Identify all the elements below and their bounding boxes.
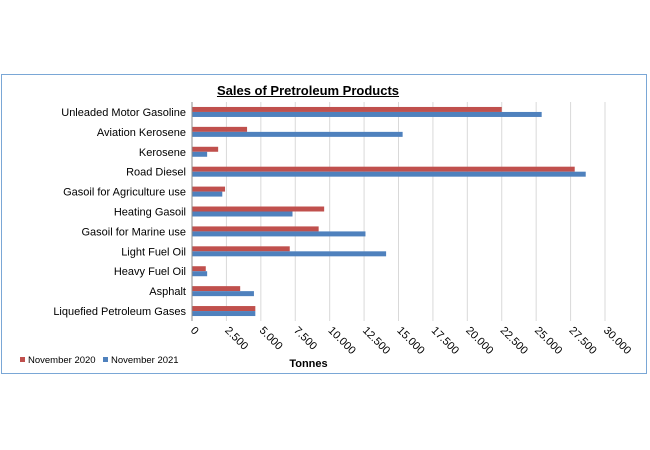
bar xyxy=(192,271,208,277)
x-tick-label: 25.000 xyxy=(532,325,564,357)
legend-label: November 2021 xyxy=(111,355,179,366)
bar xyxy=(192,231,366,237)
x-axis-title: Tonnes xyxy=(289,358,327,370)
x-tick-label: 12.500 xyxy=(360,325,392,357)
x-tick-label: 17.500 xyxy=(429,325,461,357)
bar xyxy=(192,111,542,117)
bar xyxy=(192,126,248,132)
bar xyxy=(192,211,293,217)
category-label: Aviation Kerosene xyxy=(97,127,186,139)
category-label: Unleaded Motor Gasoline xyxy=(61,107,186,119)
category-label: Heavy Fuel Oil xyxy=(114,266,186,278)
bar xyxy=(192,266,206,272)
x-tick-label: 27.500 xyxy=(566,325,598,357)
legend-swatch xyxy=(20,357,25,362)
bar xyxy=(192,106,502,112)
bar xyxy=(192,171,586,177)
bar xyxy=(192,286,241,292)
bar xyxy=(192,186,226,192)
x-tick-label: 20.000 xyxy=(463,325,495,357)
category-label: Gasoil for Agriculture use xyxy=(63,187,186,199)
bar xyxy=(192,311,256,317)
x-tick-label: 2.500 xyxy=(222,325,250,353)
bar xyxy=(192,206,325,212)
category-label: Light Fuel Oil xyxy=(121,246,186,258)
bar xyxy=(192,226,319,232)
bar xyxy=(192,191,223,197)
x-tick-label: 5.000 xyxy=(257,325,285,353)
bar xyxy=(192,166,575,172)
legend-swatch xyxy=(103,357,108,362)
bar xyxy=(192,131,403,137)
category-label: Liquefied Petroleum Gases xyxy=(53,306,186,318)
category-label: Gasoil for Marine use xyxy=(81,226,186,238)
bar xyxy=(192,251,387,257)
x-tick-label: 15.000 xyxy=(394,325,426,357)
legend-label: November 2020 xyxy=(28,355,96,366)
x-tick-label: 22.500 xyxy=(498,325,530,357)
category-label: Asphalt xyxy=(149,286,186,298)
category-label: Kerosene xyxy=(139,147,186,159)
chart-title: Sales of Pretroleum Products xyxy=(216,83,400,98)
x-tick-label: 0 xyxy=(188,325,201,338)
category-label: Heating Gasoil xyxy=(114,207,186,219)
x-tick-label: 10.000 xyxy=(326,325,358,357)
bar xyxy=(192,151,208,157)
bar xyxy=(192,146,219,152)
x-tick-label: 30.000 xyxy=(601,325,633,357)
bar-chart: 0 2.500 5.000 7.500 10.000 12.500 15.000 17.500… xyxy=(20,102,633,370)
category-label: Road Diesel xyxy=(126,167,186,179)
x-tick-label: 7.500 xyxy=(291,325,319,353)
bar xyxy=(192,291,254,297)
bar xyxy=(192,246,290,252)
bar xyxy=(192,306,256,312)
chart-frame: Sales of Pretroleum Products 0 2.500 5.000… xyxy=(1,74,647,374)
